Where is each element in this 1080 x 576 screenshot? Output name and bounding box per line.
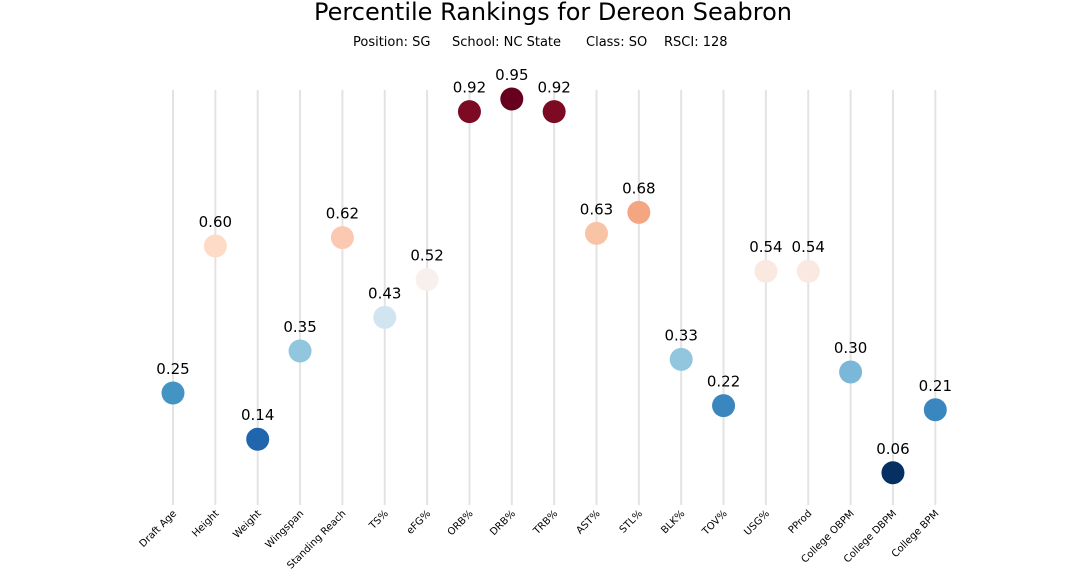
value-label-trb-pct: 0.92 [537,79,570,97]
subtitle-rsci: RSCI: 128 [664,35,728,50]
tick-label-ast-pct: AST% [574,508,602,536]
tick-label-tov-pct: TOV% [700,508,730,538]
point-wingspan [288,339,312,363]
value-label-efg-pct: 0.52 [410,247,443,265]
point-ast-pct [585,221,608,245]
value-label-college-obpm: 0.30 [834,339,867,357]
value-label-usg-pct: 0.54 [749,238,782,256]
point-height [203,234,227,258]
point-trb-pct [542,100,566,124]
value-label-drb-pct: 0.95 [495,66,528,84]
subtitle-school: School: NC State [452,35,561,50]
point-blk-pct [669,347,693,371]
point-standing-reach [330,226,354,250]
value-label-weight: 0.14 [241,406,274,424]
value-label-group: 0.25 0.60 0.14 0.35 0.62 0.43 0.52 0.92 0.95 0.92… [156,66,952,458]
value-label-tov-pct: 0.22 [707,373,740,391]
tick-label-ts-pct: TS% [367,508,391,532]
point-draft-age [161,381,185,405]
value-label-stl-pct: 0.68 [622,179,655,197]
tick-label-pprod: PProd [787,508,815,536]
value-label-college-bpm: 0.21 [919,377,952,395]
chart-subtitle: Position: SG School: NC State Class: SO … [353,35,728,50]
tick-label-trb-pct: TRB% [531,508,560,537]
value-label-pprod: 0.54 [792,238,825,256]
subtitle-class: Class: SO [586,35,647,50]
value-label-wingspan: 0.35 [283,318,316,336]
chart-title: Percentile Rankings for Dereon Seabron [314,0,792,26]
point-weight [246,427,270,451]
point-orb-pct [457,100,481,124]
value-label-college-dbpm: 0.06 [876,440,909,458]
tick-label-height: Height [190,508,221,539]
point-efg-pct [415,268,439,292]
stem-group [172,90,937,505]
tick-label-usg-pct: USG% [742,508,772,538]
point-usg-pct [754,259,778,283]
value-label-standing-reach: 0.62 [326,205,359,223]
point-college-dbpm [881,461,905,485]
point-pprod [796,259,820,283]
tick-label-stl-pct: STL% [618,508,645,535]
value-label-orb-pct: 0.92 [453,79,486,97]
subtitle-position: Position: SG [353,35,430,50]
tick-label-weight: Weight [231,508,263,540]
value-label-ts-pct: 0.43 [368,284,401,302]
point-ts-pct [373,305,397,329]
tick-label-drb-pct: DRB% [488,508,518,538]
value-label-draft-age: 0.25 [156,360,189,378]
tick-label-draft-age: Draft Age [138,508,180,550]
tick-label-blk-pct: BLK% [659,508,687,536]
point-drb-pct [500,87,524,111]
point-tov-pct [712,394,736,418]
value-label-ast-pct: 0.63 [580,200,613,218]
tick-label-efg-pct: eFG% [405,508,433,536]
point-college-obpm [839,360,863,384]
point-group [161,87,947,485]
point-college-bpm [923,398,947,422]
tick-label-wingspan: Wingspan [264,508,307,551]
value-label-height: 0.60 [199,213,232,231]
tick-label-orb-pct: ORB% [446,508,476,538]
point-stl-pct [627,200,651,224]
value-label-blk-pct: 0.33 [664,326,697,344]
